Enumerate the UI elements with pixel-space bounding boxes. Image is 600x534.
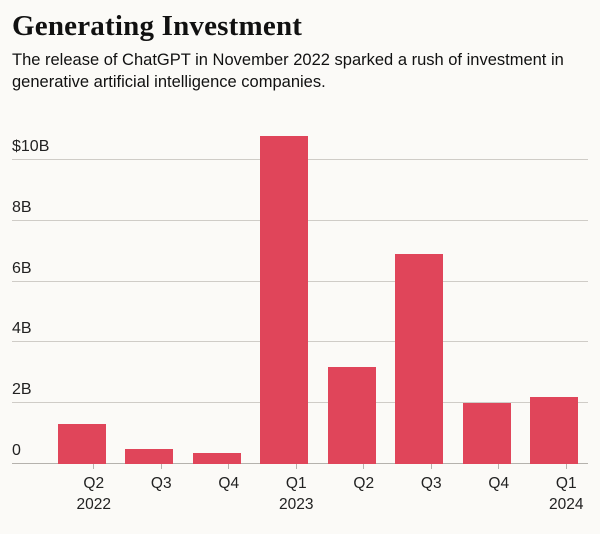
x-tick-mark: [93, 463, 95, 469]
bar-q3-1: [125, 448, 174, 464]
bar-slot: [48, 124, 116, 464]
x-tick-label-year: 2023: [279, 495, 314, 513]
bars-layer: [48, 124, 588, 464]
y-tick-label-2: 2B: [12, 381, 32, 399]
bar-slot: [183, 124, 251, 464]
x-axis-slot: Q1 2023: [263, 463, 331, 515]
x-axis-slot: Q2: [330, 463, 398, 515]
x-axis-slot: Q4: [465, 463, 533, 515]
x-tick-label-quarter: Q1: [285, 474, 307, 492]
x-tick-label-quarter: Q3: [420, 474, 442, 492]
x-tick-label-quarter: Q3: [150, 474, 172, 492]
x-tick-mark: [565, 463, 567, 469]
y-tick-label-8: 8B: [12, 199, 32, 217]
bar-q2-4: [327, 366, 376, 464]
x-axis-slot: Q3: [128, 463, 196, 515]
x-axis-slot: Q3: [398, 463, 466, 515]
x-axis-slot: Q1 2024: [533, 463, 600, 515]
x-tick-mark: [363, 463, 365, 469]
bar-q1-2023: [260, 136, 309, 464]
bar-slot: [318, 124, 386, 464]
bar-q2-2022: [57, 424, 106, 464]
bar-q3-5: [395, 254, 444, 464]
x-tick-label-quarter: Q2: [83, 474, 105, 492]
x-tick-label-year: 2024: [549, 495, 584, 513]
bar-chart: 0 2B 4B 6B 8B $10B: [12, 124, 588, 464]
y-tick-label-10: $10B: [12, 138, 50, 156]
x-tick-mark: [295, 463, 297, 469]
x-tick-label-quarter: Q1: [555, 474, 577, 492]
x-tick-label-year: 2022: [76, 495, 111, 513]
x-axis-labels: Q2 2022 Q3 Q4 Q1 2023 Q2 Q3 Q4 Q1 2024: [60, 463, 600, 515]
x-tick-mark: [498, 463, 500, 469]
bar-q4-2: [192, 453, 241, 464]
bar-slot: [453, 124, 521, 464]
bar-slot: [521, 124, 589, 464]
bar-slot: [251, 124, 319, 464]
x-tick-mark: [160, 463, 162, 469]
bar-q1-2024: [530, 397, 579, 464]
chart-subtitle: The release of ChatGPT in November 2022 …: [12, 51, 564, 91]
x-tick-mark: [430, 463, 432, 469]
bar-q4-6: [462, 403, 511, 464]
y-tick-label-6: 6B: [12, 259, 32, 277]
x-axis-slot: Q2 2022: [60, 463, 128, 515]
x-tick-label-quarter: Q4: [218, 474, 240, 492]
y-tick-label-0: 0: [12, 441, 21, 459]
page-title: Generating Investment: [12, 10, 303, 42]
y-tick-label-4: 4B: [12, 320, 32, 338]
bar-slot: [386, 124, 454, 464]
x-tick-label-quarter: Q2: [353, 474, 375, 492]
x-axis-slot: Q4: [195, 463, 263, 515]
x-tick-mark: [228, 463, 230, 469]
x-tick-label-quarter: Q4: [488, 474, 510, 492]
bar-slot: [116, 124, 184, 464]
